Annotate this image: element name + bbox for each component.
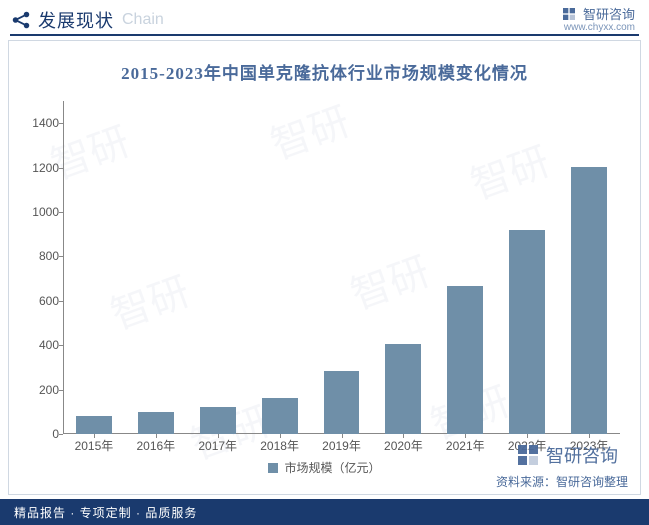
bar-slot: 2016年 [125,101,187,434]
bar [571,167,607,435]
brand-watermark-icon [516,443,540,467]
bar [138,412,174,434]
bar [447,286,483,434]
source-text: 资料来源：智研咨询整理 [496,473,628,490]
brand-watermark-text: 智研咨询 [546,442,618,468]
y-tick-label: 800 [19,249,59,263]
x-tick-label: 2021年 [446,437,485,454]
footer-text: 精品报告 · 专项定制 · 品质服务 [14,504,197,521]
legend-swatch [268,463,278,473]
bar-slot: 2015年 [63,101,125,434]
header-underline [10,34,639,36]
y-tick-mark [59,434,63,435]
bar-slot: 2021年 [434,101,496,434]
legend-label: 市场规模（亿元） [284,459,380,476]
y-tick-label: 1000 [19,205,59,219]
bar-slot: 2018年 [249,101,311,434]
y-tick-label: 600 [19,294,59,308]
bar [200,407,236,434]
x-tick-label: 2017年 [198,437,237,454]
bar [385,344,421,434]
y-tick-label: 200 [19,383,59,397]
bar-slot: 2020年 [372,101,434,434]
bar [262,398,298,434]
brand-top: 智研咨询 [561,4,635,23]
x-tick-label: 2018年 [260,437,299,454]
y-tick-label: 1400 [19,116,59,130]
plot-area: 0200400600800100012001400 2015年2016年2017… [63,101,620,434]
x-tick-label: 2016年 [136,437,175,454]
bar-slot: 2023年 [558,101,620,434]
footer-bar: 精品报告 · 专项定制 · 品质服务 [0,499,649,525]
bar [324,371,360,434]
molecule-icon [10,9,32,31]
brand-url: www.chyxx.com [564,22,635,33]
brand-logo-icon [561,6,577,22]
y-tick-label: 1200 [19,161,59,175]
x-tick-label: 2015年 [75,437,114,454]
brand-name: 智研咨询 [583,4,635,23]
header-bar: 发展现状 Chain [0,0,649,36]
chart-container: 智研 智研 智研 智研 智研 智研 智研 2015-2023年中国单克隆抗体行业… [8,40,641,495]
bar-slot: 2022年 [496,101,558,434]
x-tick-label: 2019年 [322,437,361,454]
bars-group: 2015年2016年2017年2018年2019年2020年2021年2022年… [63,101,620,434]
bar [76,416,112,434]
bar [509,230,545,434]
bar-slot: 2019年 [311,101,373,434]
y-tick-label: 0 [19,427,59,441]
header-title-zh: 发展现状 [38,7,114,33]
y-tick-label: 400 [19,338,59,352]
chart-title: 2015-2023年中国单克隆抗体行业市场规模变化情况 [9,59,640,84]
bar-slot: 2017年 [187,101,249,434]
brand-watermark: 智研咨询 [516,442,618,468]
x-tick-label: 2020年 [384,437,423,454]
header-title-en: Chain [122,11,164,29]
